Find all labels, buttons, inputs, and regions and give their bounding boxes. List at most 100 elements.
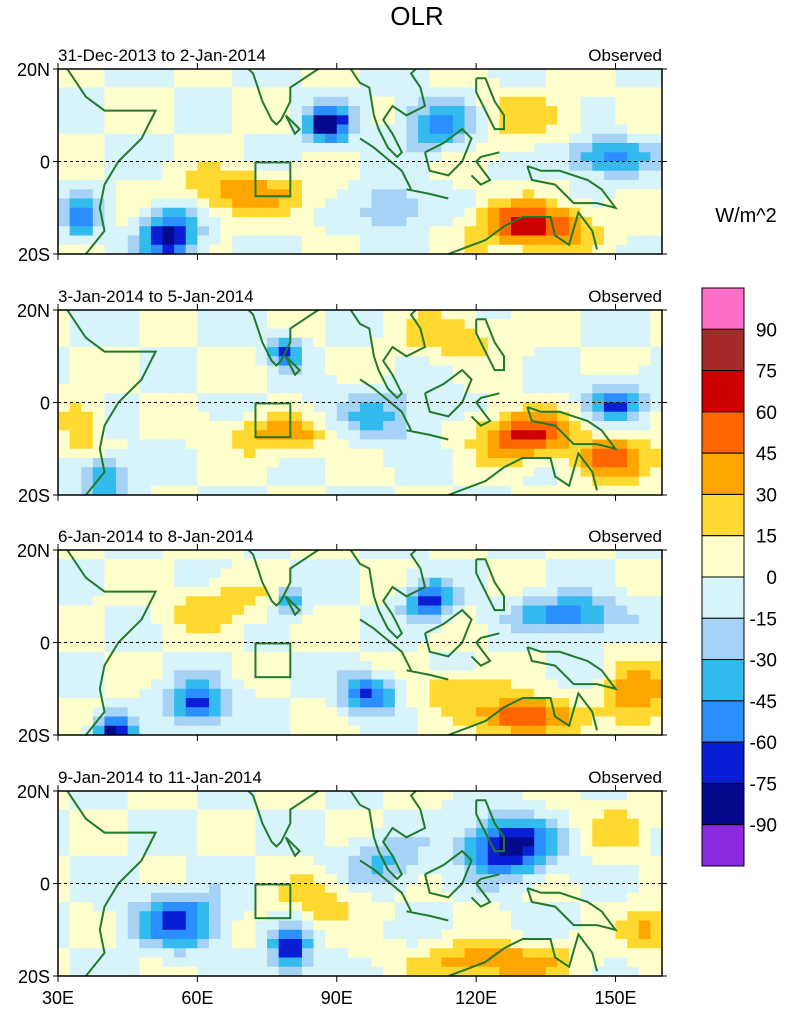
olr-cell	[627, 180, 640, 190]
olr-cell	[545, 688, 559, 699]
olr-cell	[522, 846, 535, 857]
olr-cell	[220, 568, 233, 579]
olr-cell	[545, 559, 559, 570]
olr-cell	[243, 957, 257, 968]
olr-cell	[592, 911, 605, 922]
coastline	[66, 310, 158, 495]
olr-cell	[243, 365, 257, 376]
olr-cell	[499, 605, 512, 616]
olr-cell	[162, 716, 175, 727]
olr-cell	[127, 902, 140, 912]
olr-cell	[545, 957, 559, 968]
coastline	[470, 873, 500, 908]
coastline	[247, 69, 321, 126]
olr-cell	[336, 124, 349, 135]
olr-cell	[569, 929, 582, 940]
olr-cell	[348, 439, 361, 450]
olr-cell	[348, 347, 361, 357]
olr-cell	[267, 152, 280, 163]
olr-cell	[638, 430, 651, 441]
olr-cell	[104, 115, 117, 126]
olr-cell	[81, 577, 94, 588]
olr-cell	[452, 458, 466, 468]
coastline	[247, 310, 321, 367]
olr-cell	[278, 384, 291, 394]
olr-cell	[360, 902, 373, 912]
olr-cell	[360, 957, 373, 968]
olr-cell	[104, 189, 117, 200]
olr-cell	[650, 596, 662, 607]
olr-cell	[452, 467, 466, 478]
olr-cell	[116, 170, 129, 181]
olr-cell	[383, 651, 396, 662]
olr-cell	[569, 614, 582, 625]
olr-cell	[209, 550, 222, 560]
olr-cell	[127, 328, 140, 339]
x-tick-label: 90E	[321, 988, 353, 1008]
olr-cell	[406, 670, 419, 681]
olr-cell	[487, 458, 500, 468]
olr-cell	[336, 596, 349, 607]
olr-cell	[487, 614, 500, 625]
olr-cell	[522, 661, 535, 671]
olr-cell	[58, 865, 71, 875]
olr-cell	[429, 467, 442, 478]
olr-cell	[150, 384, 164, 394]
olr-cell	[638, 69, 651, 79]
olr-cell	[371, 651, 384, 662]
olr-cell	[452, 384, 466, 394]
olr-cell	[185, 458, 198, 468]
olr-cell	[545, 365, 559, 376]
olr-cell	[394, 235, 408, 246]
olr-cell	[580, 421, 593, 431]
olr-cell	[325, 800, 338, 811]
olr-cell	[325, 948, 338, 959]
olr-cell	[603, 180, 617, 190]
olr-cell	[592, 180, 605, 190]
index-box	[254, 402, 292, 439]
olr-cell	[290, 143, 303, 153]
olr-cell	[313, 624, 326, 634]
olr-cell	[81, 651, 94, 662]
olr-cell	[383, 688, 396, 699]
olr-cell	[162, 180, 175, 190]
olr-cell	[534, 115, 547, 126]
olr-cell	[313, 393, 326, 404]
olr-cell	[441, 920, 454, 931]
olr-cell	[569, 661, 582, 671]
olr-cell	[603, 837, 617, 848]
olr-cell	[197, 337, 210, 348]
olr-cell	[139, 226, 152, 237]
olr-cell	[603, 939, 617, 949]
olr-cell	[545, 679, 559, 690]
olr-cell	[569, 809, 582, 820]
colorbar-level-label: 60	[756, 403, 777, 424]
olr-cell	[150, 874, 164, 885]
olr-cell	[522, 624, 535, 634]
olr-cell	[104, 698, 117, 708]
olr-cell	[522, 310, 535, 320]
olr-cell	[301, 152, 315, 163]
olr-cell	[511, 87, 524, 98]
olr-cell	[197, 78, 210, 89]
olr-cell	[452, 198, 466, 209]
olr-cell	[615, 356, 628, 367]
olr-cell	[615, 892, 628, 903]
olr-cell	[69, 310, 82, 320]
olr-cell	[243, 115, 257, 126]
panel-right-label: Observed	[588, 527, 662, 546]
olr-cell	[232, 356, 245, 367]
olr-cell	[325, 328, 338, 339]
olr-cell	[429, 106, 442, 116]
panel-right-label: Observed	[588, 46, 662, 65]
olr-cell	[638, 485, 651, 495]
olr-cell	[301, 929, 315, 940]
olr-cell	[499, 402, 512, 413]
olr-cell	[511, 189, 524, 200]
olr-cell	[81, 319, 94, 330]
colorbar-swatch	[701, 535, 745, 578]
olr-cell	[255, 596, 268, 607]
olr-cell	[162, 374, 175, 385]
olr-cell	[92, 198, 106, 209]
